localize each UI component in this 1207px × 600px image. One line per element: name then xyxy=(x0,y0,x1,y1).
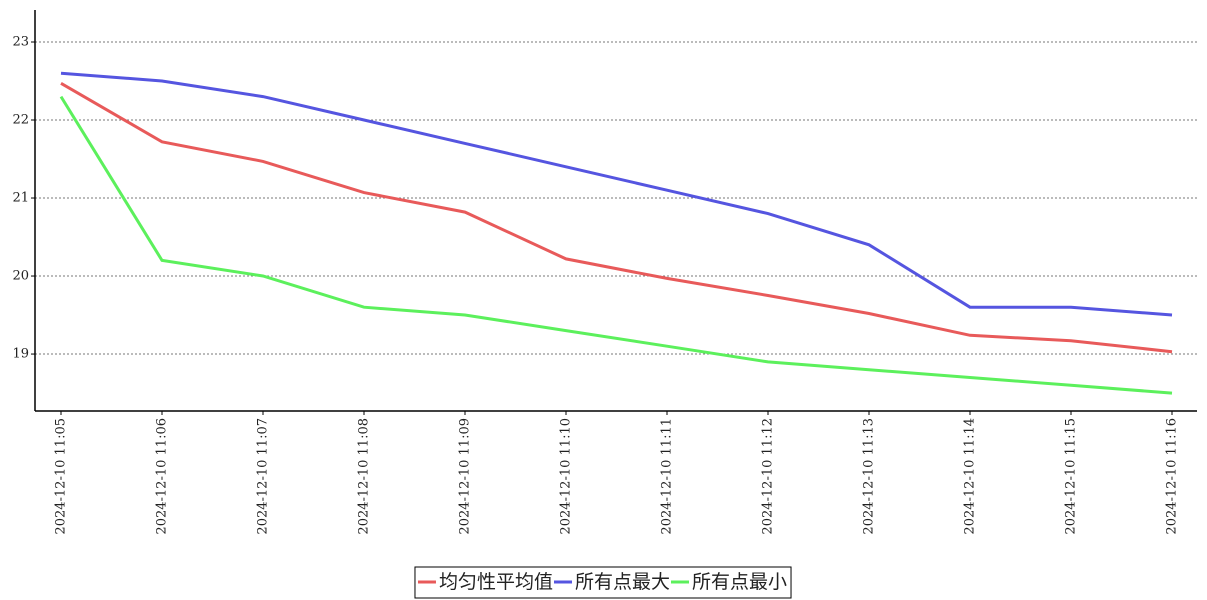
x-tick-label: 2024-12-10 11:16 xyxy=(1165,418,1180,535)
legend-box xyxy=(414,566,792,599)
series-line xyxy=(60,82,1173,354)
series-line xyxy=(60,71,1173,317)
x-tick-label: 2024-12-10 11:11 xyxy=(660,418,675,535)
x-tick-label: 2024-12-10 11:06 xyxy=(155,418,170,535)
x-tick-label: 2024-12-10 11:07 xyxy=(256,418,271,535)
legend-label: 均匀性平均值 xyxy=(439,571,553,593)
y-tick-label: 22 xyxy=(12,113,29,128)
legend: 均匀性平均值 所有点最大 所有点最小 xyxy=(414,566,792,599)
x-tick-label: 2024-12-10 11:10 xyxy=(559,418,574,535)
x-tick-label: 2024-12-10 11:14 xyxy=(963,418,978,535)
x-tick-label: 2024-12-10 11:15 xyxy=(1064,418,1079,535)
y-tick-label: 19 xyxy=(12,347,29,362)
legend-label: 所有点最小 xyxy=(692,571,787,593)
x-tick-label: 2024-12-10 11:08 xyxy=(357,418,372,535)
x-tick-label: 2024-12-10 11:12 xyxy=(761,418,776,535)
x-tick-label: 2024-12-10 11:09 xyxy=(458,418,473,535)
x-tick-label: 2024-12-10 11:05 xyxy=(54,418,69,535)
legend-label: 所有点最大 xyxy=(575,571,670,593)
y-tick-label: 23 xyxy=(12,34,29,49)
y-tick-label: 20 xyxy=(12,269,29,284)
y-tick-label: 21 xyxy=(12,191,29,206)
series-line xyxy=(59,95,1173,395)
x-tick-label: 2024-12-10 11:13 xyxy=(862,418,877,535)
